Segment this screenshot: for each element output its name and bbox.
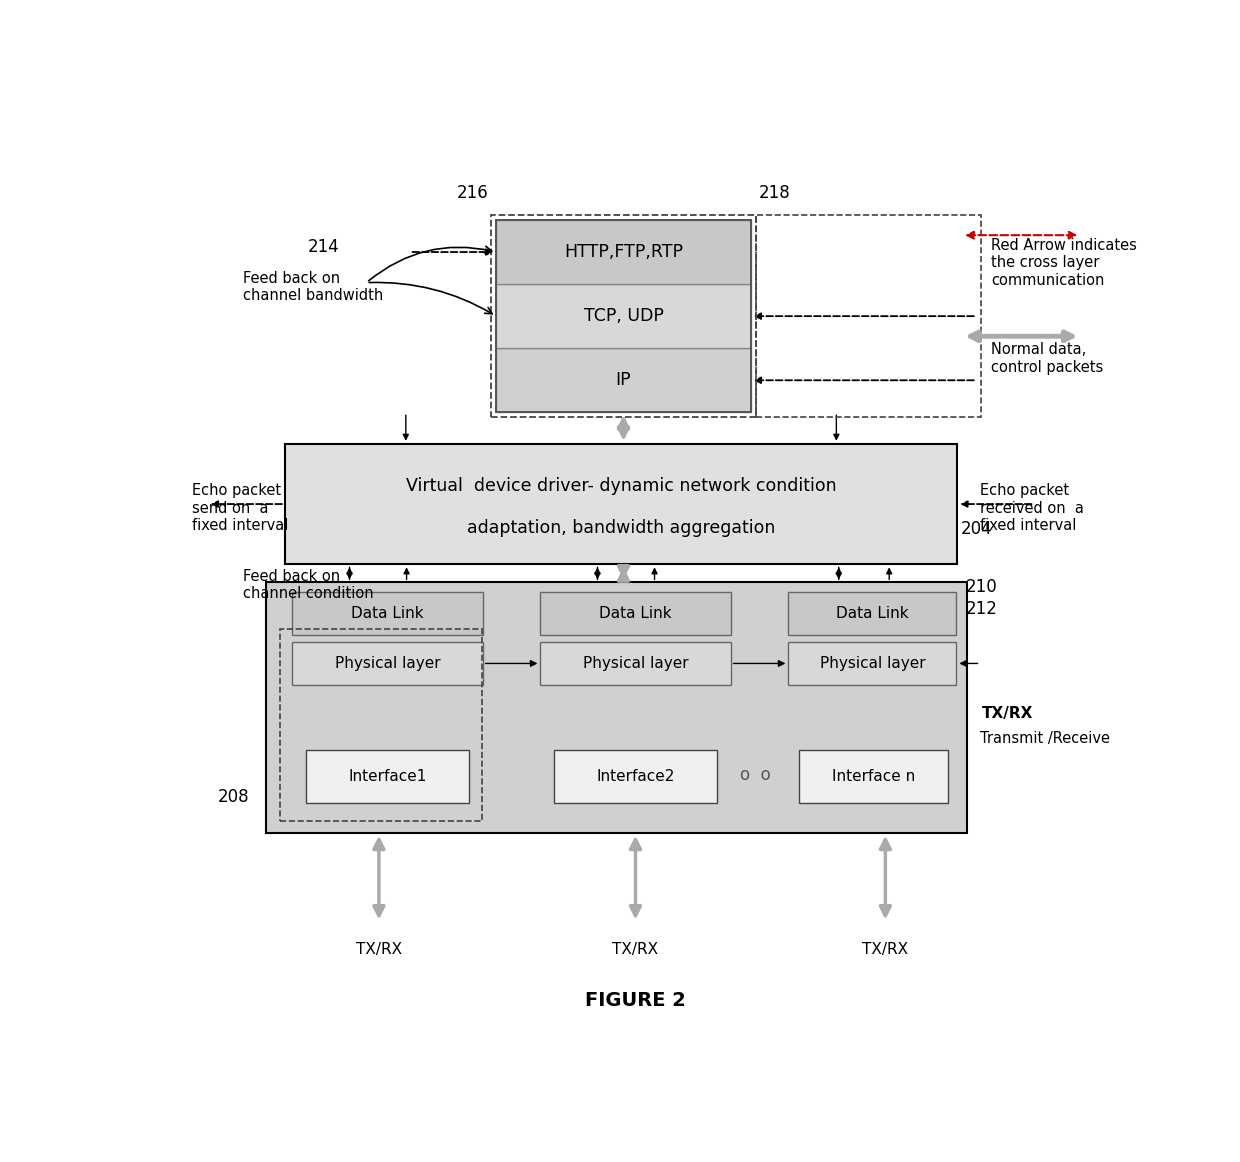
Text: Data Link: Data Link bbox=[351, 607, 424, 622]
Text: TX/RX: TX/RX bbox=[613, 941, 658, 956]
Bar bbox=[541, 641, 730, 686]
Bar bbox=[496, 349, 750, 413]
Text: Echo packet
send on  a
fixed interval: Echo packet send on a fixed interval bbox=[191, 483, 288, 533]
Text: Feed back on
channel bandwidth: Feed back on channel bandwidth bbox=[243, 271, 383, 303]
Bar bbox=[789, 591, 956, 636]
Bar bbox=[554, 749, 717, 803]
Text: o  o: o o bbox=[740, 766, 771, 783]
Text: Transmit /Receive: Transmit /Receive bbox=[980, 731, 1110, 746]
Text: TCP, UDP: TCP, UDP bbox=[584, 307, 663, 325]
Text: 216: 216 bbox=[456, 184, 489, 202]
Text: 210: 210 bbox=[966, 578, 997, 596]
Text: FIGURE 2: FIGURE 2 bbox=[585, 991, 686, 1010]
Bar bbox=[285, 444, 957, 565]
Text: 218: 218 bbox=[759, 184, 791, 202]
Text: Interface n: Interface n bbox=[832, 769, 915, 784]
Bar bbox=[496, 220, 750, 284]
Text: Physical layer: Physical layer bbox=[335, 655, 440, 670]
Text: Data Link: Data Link bbox=[599, 607, 672, 622]
Bar bbox=[496, 220, 750, 413]
Text: Red Arrow indicates
the cross layer
communication: Red Arrow indicates the cross layer comm… bbox=[991, 238, 1137, 288]
Text: Interface1: Interface1 bbox=[348, 769, 427, 784]
Bar bbox=[755, 215, 982, 417]
Text: Normal data,
control packets: Normal data, control packets bbox=[991, 343, 1104, 375]
Bar bbox=[541, 591, 730, 636]
Text: Interface2: Interface2 bbox=[596, 769, 675, 784]
Text: 204: 204 bbox=[961, 519, 992, 538]
Text: 214: 214 bbox=[308, 238, 339, 256]
Text: IP: IP bbox=[616, 372, 631, 389]
Bar bbox=[496, 284, 750, 349]
Text: TX/RX: TX/RX bbox=[862, 941, 909, 956]
Bar bbox=[293, 591, 482, 636]
Text: Echo packet
received on  a
fixed interval: Echo packet received on a fixed interval bbox=[980, 483, 1084, 533]
Bar bbox=[306, 749, 469, 803]
Bar bbox=[789, 641, 956, 686]
Text: TX/RX: TX/RX bbox=[356, 941, 402, 956]
Bar bbox=[265, 582, 967, 833]
Text: Data Link: Data Link bbox=[836, 607, 909, 622]
Bar bbox=[491, 215, 755, 417]
Text: 208: 208 bbox=[218, 788, 249, 806]
Bar bbox=[799, 749, 947, 803]
Text: adaptation, bandwidth aggregation: adaptation, bandwidth aggregation bbox=[467, 519, 775, 537]
Bar bbox=[280, 629, 481, 822]
Text: Physical layer: Physical layer bbox=[583, 655, 688, 670]
Text: HTTP,FTP,RTP: HTTP,FTP,RTP bbox=[564, 243, 683, 261]
Text: Physical layer: Physical layer bbox=[820, 655, 925, 670]
Bar bbox=[293, 641, 482, 686]
Text: 212: 212 bbox=[966, 601, 997, 618]
Text: Feed back on
channel condition: Feed back on channel condition bbox=[243, 569, 374, 601]
Text: Virtual  device driver- dynamic network condition: Virtual device driver- dynamic network c… bbox=[405, 476, 837, 495]
Text: TX/RX: TX/RX bbox=[982, 706, 1033, 722]
